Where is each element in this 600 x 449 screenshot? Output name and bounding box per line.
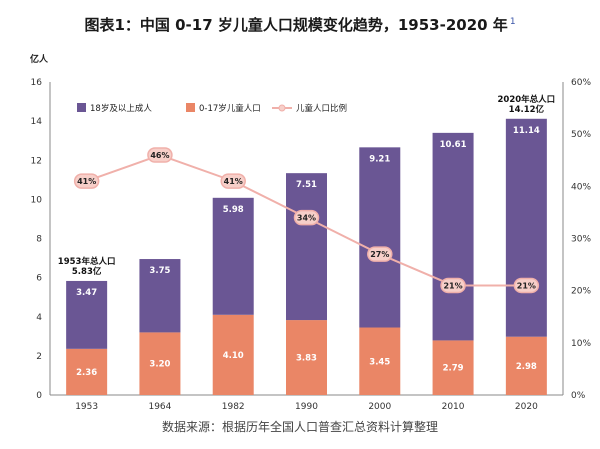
x-tick-label: 1982 [222,402,245,412]
y-tick-label: 14 [31,117,43,127]
ratio-label: 27% [370,250,389,259]
legend-label: 儿童人口比例 [296,103,347,114]
bar-adult-label: 3.47 [76,288,97,298]
bar-child [359,327,401,395]
bar-adult [212,197,254,315]
bar-adult-label: 7.51 [296,180,317,190]
bar-adult-label: 3.75 [149,266,170,276]
x-tick-label: 2010 [442,402,465,412]
y2-tick-label: 60% [571,78,591,88]
bar-child [212,314,254,395]
ratio-point [73,173,100,189]
ratio-point [293,209,320,226]
bar-child [505,336,547,395]
total-annotation: 14.12亿 [509,104,545,115]
y-tick-label: 0 [36,391,42,401]
y-tick-label: 8 [36,235,42,245]
bar-child-label: 4.10 [223,351,244,361]
bar-child-label: 2.36 [76,368,97,378]
x-tick-label: 1990 [295,402,318,412]
bar-child-label: 3.20 [149,360,170,370]
y-tick-label: 10 [31,195,43,205]
bar-adult-label: 9.21 [369,154,390,164]
ratio-point [220,173,246,189]
bar-adult [286,173,327,321]
total-annotation: 1953年总人口 [58,256,116,267]
y2-tick-label: 10% [571,339,591,349]
bar-adult [139,259,181,333]
y2-tick-label: 50% [571,130,591,140]
bar-child [66,348,108,395]
bar-child-label: 2.79 [443,364,464,374]
y-tick-label: 16 [31,78,43,88]
legend-swatch [186,103,195,112]
bar-adult [432,132,474,341]
ratio-label: 41% [77,177,96,186]
ratio-point [147,147,173,163]
bar-adult [66,280,108,349]
bar-adult-label: 11.14 [513,126,540,136]
bar-child [139,332,181,395]
y-tick-label: 12 [31,156,42,166]
ratio-label: 46% [150,151,169,160]
ratio-label: 21% [517,281,536,290]
legend-label: 0-17岁儿童人口 [199,103,261,114]
legend-label: 18岁及以上成人 [90,103,152,114]
ratio-point [440,277,466,294]
bar-adult-label: 5.98 [223,205,244,215]
total-annotation: 5.83亿 [72,266,102,277]
bar-child [432,340,474,395]
x-tick-label: 1964 [148,402,171,412]
title-footnote: 1 [509,17,516,27]
ratio-point [367,246,393,262]
ratio-label: 41% [224,177,243,186]
ratio-point [513,277,540,294]
y-axis-label: 亿人 [30,53,49,65]
y2-tick-label: 30% [571,235,591,245]
y-tick-label: 2 [36,352,42,362]
y2-tick-label: 20% [571,287,591,297]
ratio-label: 21% [443,281,462,290]
bar-child [286,320,327,395]
y-tick-label: 4 [36,313,42,323]
x-tick-label: 2020 [515,402,538,412]
bar-adult-label: 10.61 [440,140,467,150]
y2-tick-label: 40% [571,182,591,192]
y-tick-label: 6 [36,274,42,284]
bar-adult [505,118,547,337]
x-tick-label: 1953 [75,402,98,412]
chart-title-text: 图表1：中国 0-17 岁儿童人口规模变化趋势，1953-2020 年 [84,16,508,34]
ratio-label: 34% [297,214,316,223]
bar-child-label: 3.83 [296,354,317,364]
legend-marker [278,104,286,112]
bar-child-label: 2.98 [516,362,537,372]
legend-swatch [77,103,86,112]
x-tick-label: 2000 [368,402,391,412]
bar-adult [359,147,401,328]
source-note: 数据来源：根据历年全国人口普查汇总资料计算整理 [161,420,438,434]
bar-child-label: 3.45 [369,357,390,367]
total-annotation: 2020年总人口 [498,94,556,105]
y2-tick-label: 0% [571,391,586,401]
